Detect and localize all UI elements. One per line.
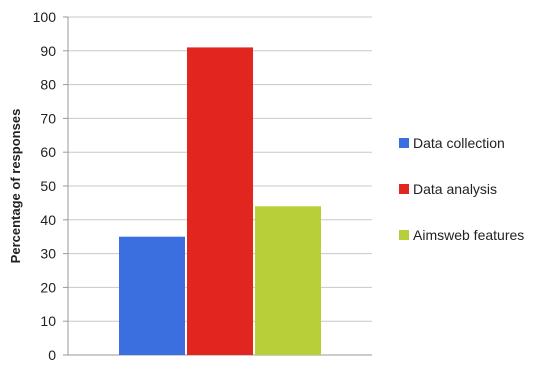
- bar-data-analysis: [187, 47, 253, 356]
- y-tick-label: 30: [40, 246, 56, 262]
- legend-swatch: [399, 138, 409, 148]
- legend-label: Data collection: [413, 135, 505, 151]
- y-tick-label: 10: [40, 313, 56, 329]
- y-tick-label: 20: [40, 279, 56, 295]
- bar-aimsweb-features: [255, 206, 321, 355]
- bar-data-collection: [119, 236, 185, 355]
- y-tick-label: 70: [40, 110, 56, 126]
- y-tick-label: 80: [40, 77, 56, 93]
- y-tick-label: 50: [40, 178, 56, 194]
- legend: Data collection Data analysis Aimsweb feat…: [399, 135, 524, 243]
- legend-label: Data analysis: [413, 181, 497, 197]
- y-tick-label: 100: [33, 9, 57, 25]
- legend-swatch: [399, 184, 409, 194]
- y-tick-label: 0: [48, 347, 56, 363]
- legend-label: Aimsweb features: [413, 227, 524, 243]
- y-tick-label: 90: [40, 43, 56, 59]
- y-axis-label: Percentage of responses: [8, 109, 23, 264]
- y-tick-labels: 0 10 20 30 40 50 60 70 80 90 100: [33, 9, 57, 363]
- legend-swatch: [399, 230, 409, 240]
- y-tick-label: 60: [40, 144, 56, 160]
- y-tick-label: 40: [40, 212, 56, 228]
- bars: [119, 47, 321, 356]
